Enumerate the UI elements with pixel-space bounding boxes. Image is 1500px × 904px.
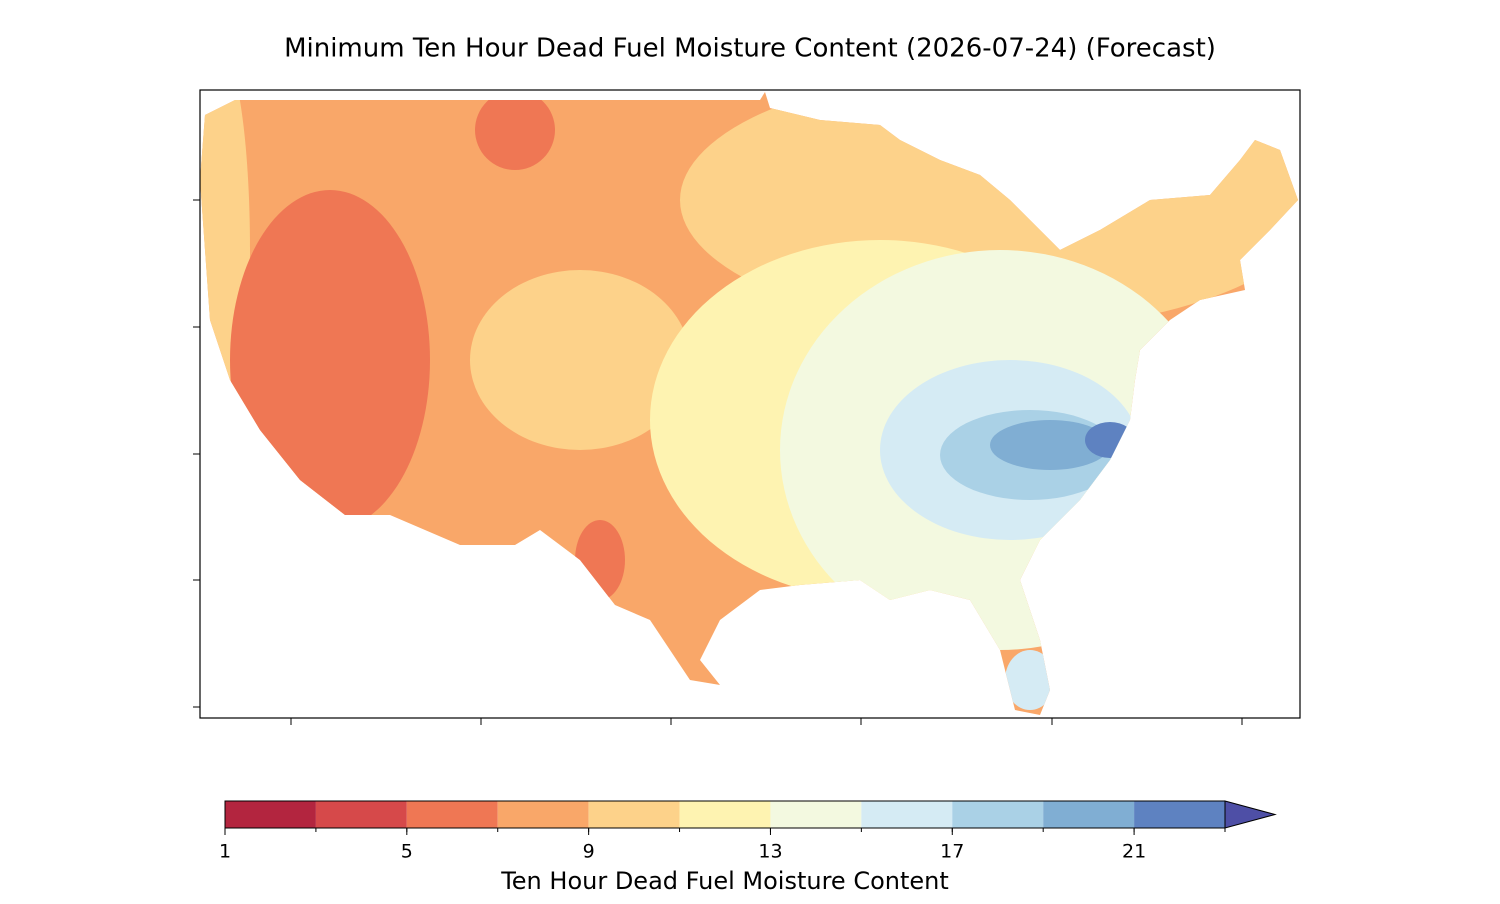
colorbar-tick-label: 21 <box>1122 841 1146 863</box>
map-frame <box>199 89 1301 719</box>
colorbar-segment <box>315 801 407 828</box>
moisture-map <box>200 92 1298 715</box>
colorbar-segment <box>406 801 498 828</box>
map-ticks <box>193 199 1243 725</box>
colorbar-label: Ten Hour Dead Fuel Moisture Content <box>500 867 949 895</box>
colorbar-segment <box>497 801 589 828</box>
colorbar-segment <box>588 801 680 828</box>
colorbar-outline <box>224 800 1225 829</box>
colorbar-segment <box>1043 801 1135 828</box>
colorbar-segment <box>770 801 862 828</box>
colorbar-tick-label: 17 <box>940 841 964 863</box>
title: Minimum Ten Hour Dead Fuel Moisture Cont… <box>284 34 1216 64</box>
colorbar-segment <box>225 801 316 828</box>
colorbar-segment <box>952 801 1044 828</box>
colorbar-tick-label: 13 <box>758 841 782 863</box>
colorbar-segment <box>679 801 771 828</box>
colorbar-segment <box>861 801 953 828</box>
colorbar-tick-label: 5 <box>401 841 413 863</box>
colorbar-tick-label: 9 <box>583 841 595 863</box>
colorbar-segment <box>1134 801 1225 828</box>
colorbar-tick-label: 1 <box>219 841 231 863</box>
colorbar-extend <box>1224 800 1277 829</box>
